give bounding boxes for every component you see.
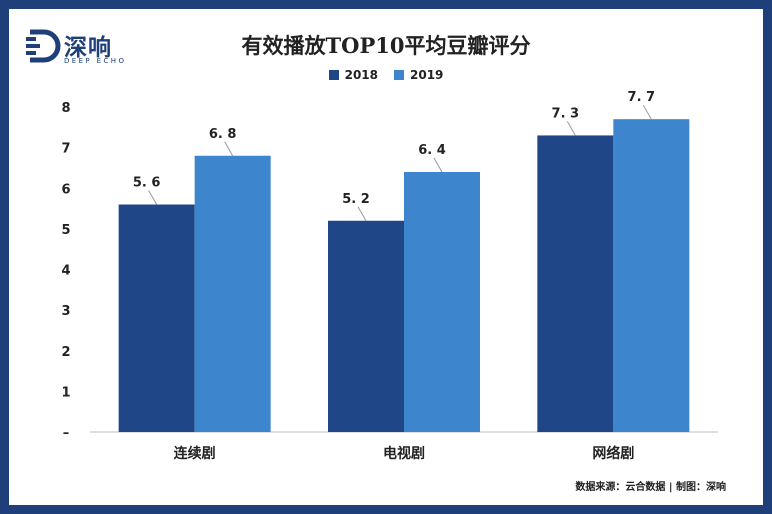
x-axis-labels: 连续剧 电视剧 网络剧	[174, 445, 635, 462]
bar-2018-1	[328, 220, 404, 432]
bar-2019-0	[194, 155, 271, 432]
data-label-leader	[357, 206, 367, 221]
brand-logo-icon	[26, 29, 61, 63]
bars: 5. 6 6. 8 5. 2 6. 4 7. 3 7. 7	[118, 90, 690, 432]
data-label: 5. 2	[342, 192, 370, 207]
data-label: 6. 4	[418, 143, 446, 158]
y-tick-label: 7	[61, 142, 70, 157]
chart-title: 有效播放TOP10平均豆瓣评分	[241, 33, 531, 58]
y-tick-label: 8	[61, 101, 70, 116]
bar-2019-1	[404, 172, 480, 432]
y-tick-label: 5	[61, 223, 70, 238]
y-tick-label: –	[63, 426, 70, 441]
bar-2019-2	[613, 119, 690, 432]
source-note: 数据来源：云合数据 | 制图：深响	[575, 482, 726, 493]
data-label: 5. 6	[133, 176, 161, 191]
data-label-leader	[642, 104, 652, 120]
x-category-label: 连续剧	[174, 445, 216, 462]
brand-name: 深响	[64, 35, 112, 61]
data-label: 7. 3	[552, 106, 580, 121]
y-tick-label: 3	[61, 304, 70, 319]
y-axis: – 1 2 3 4 5 6 7 8	[61, 101, 70, 441]
x-category-label: 网络剧	[592, 445, 634, 462]
y-tick-label: 4	[61, 264, 70, 279]
chart-legend: 2018 2019	[0, 68, 772, 82]
data-label-leader	[433, 157, 443, 173]
bar-2018-2	[537, 135, 614, 432]
y-tick-label: 2	[61, 345, 70, 360]
data-label-leader	[566, 121, 576, 136]
brand-english: DEEP ECHO	[64, 57, 127, 65]
legend-swatch-2018	[328, 70, 339, 80]
bar-2018-0	[118, 204, 195, 432]
data-label-leader	[148, 190, 158, 205]
legend-item-2019: 2019	[394, 68, 443, 82]
legend-label-2018: 2018	[344, 68, 378, 82]
legend-swatch-2019	[394, 70, 404, 80]
y-tick-label: 1	[61, 385, 70, 400]
data-label: 6. 8	[209, 127, 237, 142]
brand-logo: 深响 DEEP ECHO	[24, 26, 134, 70]
y-tick-label: 6	[61, 182, 70, 197]
data-label: 7. 7	[628, 90, 656, 105]
legend-item-2018: 2018	[328, 68, 378, 82]
legend-label-2019: 2019	[410, 68, 444, 82]
x-category-label: 电视剧	[383, 445, 425, 462]
data-label-leader	[224, 141, 234, 156]
